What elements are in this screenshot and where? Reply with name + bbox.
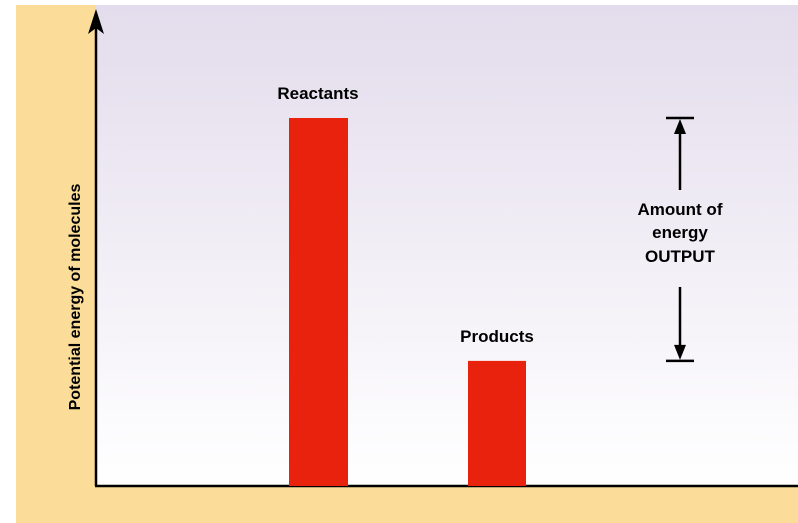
energy-output-bracket (666, 116, 694, 363)
annotation-line-2: energy (652, 223, 708, 242)
annotation-line-1: Amount of (638, 200, 723, 219)
arrow-up-icon (674, 119, 686, 134)
y-axis (88, 9, 104, 486)
bar-products (468, 360, 526, 486)
plot-area (96, 5, 798, 485)
y-axis-label: Potential energy of molecules (67, 184, 84, 411)
annotation-line-3: OUTPUT (645, 247, 716, 266)
bar-reactants (289, 118, 348, 486)
y-axis-arrowhead (88, 9, 104, 34)
bar-label-products: Products (460, 327, 534, 346)
arrow-down-icon (674, 344, 686, 360)
bar-label-reactants: Reactants (277, 84, 358, 103)
